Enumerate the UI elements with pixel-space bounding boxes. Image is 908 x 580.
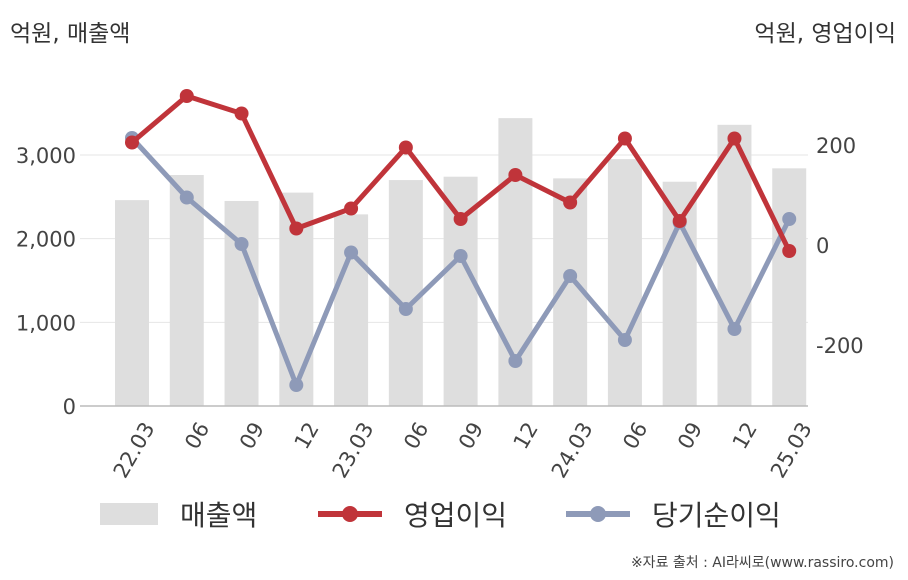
point-operating-profit <box>289 221 304 236</box>
point-operating-profit <box>563 195 578 210</box>
point-operating-profit <box>179 89 194 103</box>
x-tick-label: 12 <box>290 418 324 453</box>
left-tick-label: 2,000 <box>16 228 76 252</box>
point-net-income <box>508 354 523 368</box>
legend-item-revenue: 매출액 <box>100 494 257 534</box>
x-tick-label: 06 <box>399 418 433 453</box>
x-tick-label: 06 <box>618 418 652 453</box>
point-net-income <box>289 378 304 392</box>
point-operating-profit <box>344 201 359 216</box>
x-tick-label: 24.03 <box>547 418 598 482</box>
point-net-income <box>398 302 413 316</box>
bar-revenue <box>607 159 642 406</box>
bar-revenue <box>772 168 807 406</box>
bar-revenue <box>334 214 369 406</box>
point-operating-profit <box>398 140 413 155</box>
right-tick-label: -200 <box>816 334 864 358</box>
legend-swatch-revenue <box>100 503 158 525</box>
right-tick-label: 200 <box>816 134 856 158</box>
point-net-income <box>234 237 249 251</box>
point-net-income <box>563 269 578 283</box>
point-operating-profit <box>453 212 468 226</box>
left-tick-label: 1,000 <box>16 311 76 335</box>
right-axis-unit-label: 억원, 영업이익 <box>754 21 896 47</box>
point-operating-profit <box>508 168 523 182</box>
x-tick-label: 09 <box>454 418 488 453</box>
bar-revenue <box>115 200 149 406</box>
bar-revenue <box>169 175 204 406</box>
x-tick-label: 09 <box>235 418 269 453</box>
legend-item-operating-profit: 영업이익 <box>318 494 507 534</box>
point-operating-profit <box>617 131 632 146</box>
legend-label-operating-profit: 영업이익 <box>404 499 508 532</box>
bar-revenue <box>717 124 752 407</box>
x-tick-label: 25.03 <box>766 418 817 482</box>
x-tick-label: 22.03 <box>109 418 160 482</box>
point-net-income <box>179 190 194 205</box>
left-tick-label: 3,000 <box>16 144 76 168</box>
point-operating-profit <box>125 135 139 150</box>
left-tick-label: 0 <box>63 395 76 419</box>
legend: 매출액 영업이익 당기순이익 <box>0 494 908 534</box>
x-tick-label: 06 <box>180 418 214 453</box>
point-net-income <box>344 245 359 260</box>
bar-revenue <box>388 180 423 406</box>
point-operating-profit <box>672 214 687 228</box>
legend-label-net-income: 당기순이익 <box>652 499 781 532</box>
legend-swatch-net-income <box>566 506 630 522</box>
x-tick-label: 23.03 <box>328 418 379 482</box>
point-net-income <box>727 322 742 336</box>
point-net-income <box>617 333 632 347</box>
x-tick-label: 12 <box>509 418 543 453</box>
source-note: ※자료 출처 : AI라씨로(www.rassiro.com) <box>630 555 894 571</box>
legend-item-net-income: 당기순이익 <box>566 494 781 534</box>
point-net-income <box>782 212 797 226</box>
point-operating-profit <box>782 244 797 258</box>
point-net-income <box>453 249 468 263</box>
x-tick-label: 09 <box>673 418 707 453</box>
point-operating-profit <box>727 131 742 146</box>
legend-swatch-operating-profit <box>318 506 382 522</box>
x-tick-label: 12 <box>728 418 762 453</box>
legend-label-revenue: 매출액 <box>180 499 258 532</box>
right-tick-label: 0 <box>816 234 829 258</box>
left-axis-unit-label: 억원, 매출액 <box>10 21 131 47</box>
point-operating-profit <box>234 106 249 121</box>
